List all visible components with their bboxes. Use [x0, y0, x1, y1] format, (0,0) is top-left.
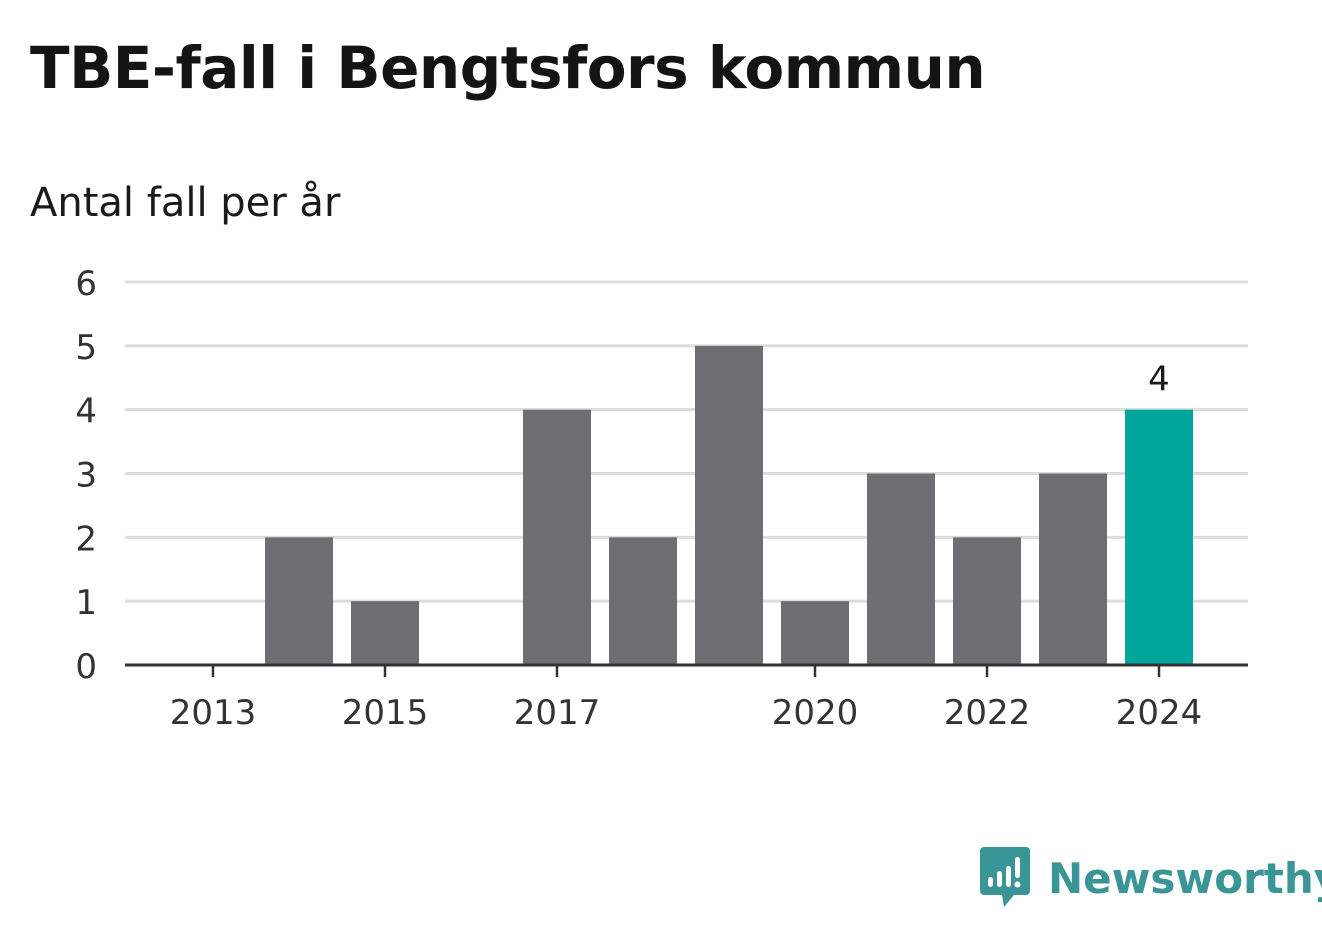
brand-name: Newsworthy: [1048, 853, 1322, 903]
bar-2021: [867, 473, 935, 665]
chart-subtitle: Antal fall per år: [30, 180, 341, 226]
bar-chart: 0 1 2 3 4 5 6 2013 2015 2017 2020 2022 2024 4: [75, 264, 1248, 733]
x-tick-label: 2020: [772, 693, 859, 733]
y-tick-label: 0: [75, 647, 97, 687]
x-tick-label: 2017: [514, 693, 601, 733]
bar-2019: [695, 345, 763, 665]
bar-chart-speech-bubble-icon: [980, 847, 1030, 907]
bar-2017: [523, 409, 591, 665]
data-label: 4: [1148, 360, 1170, 400]
y-tick-label: 5: [75, 328, 97, 368]
x-tick-label: 2015: [342, 693, 429, 733]
x-tick-label: 2022: [944, 693, 1031, 733]
y-tick-label: 1: [75, 583, 97, 623]
bars: [265, 345, 1193, 665]
axis-labels: 0 1 2 3 4 5 6 2013 2015 2017 2020 2022 2024 4: [75, 264, 1202, 733]
y-tick-label: 4: [75, 392, 97, 432]
newsworthy-logo: Newsworthy: [980, 846, 1322, 910]
bar-2020: [781, 601, 849, 665]
bar-2014: [265, 537, 333, 665]
bar-2024: [1125, 409, 1193, 665]
axes: [125, 663, 1248, 677]
y-tick-label: 3: [75, 456, 97, 496]
bar-2022: [953, 537, 1021, 665]
x-tick-label: 2024: [1116, 693, 1203, 733]
bar-2018: [609, 537, 677, 665]
y-tick-label: 6: [75, 264, 97, 304]
x-tick-label: 2013: [170, 693, 257, 733]
bar-2023: [1039, 473, 1107, 665]
y-tick-label: 2: [75, 519, 97, 559]
chart-title: TBE-fall i Bengtsfors kommun: [30, 34, 986, 102]
bar-2015: [351, 601, 419, 665]
